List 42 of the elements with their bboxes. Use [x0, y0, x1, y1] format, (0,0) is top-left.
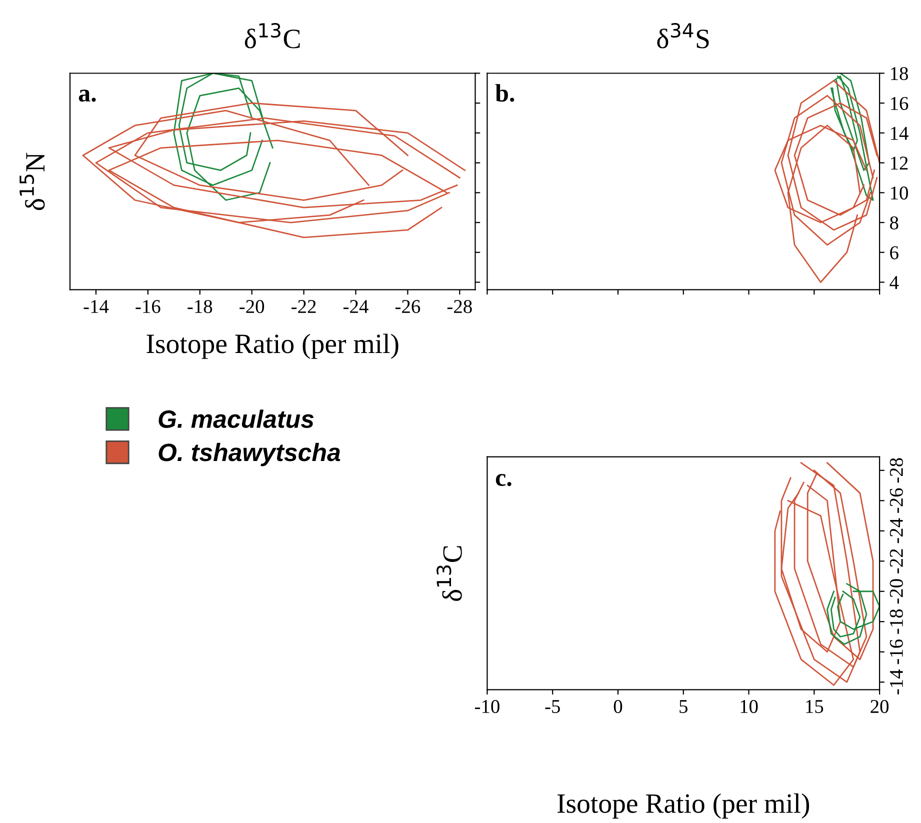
- annotation: a.: [78, 90, 96, 102]
- x-axis-title: Isotope Ratio (per mil): [146, 334, 398, 359]
- y-tick-label: 10: [890, 186, 908, 200]
- y-tick-label: 4: [890, 276, 899, 289]
- y-tick-label: -14: [890, 669, 903, 694]
- x-tick-label: -22: [292, 300, 316, 313]
- x-tick-label: -18: [188, 300, 212, 314]
- x-tick-label: 10: [740, 700, 758, 714]
- chart-title: δ$^{13}$C: [244, 22, 300, 48]
- x-tick-label: -14: [84, 300, 109, 313]
- annotation: c.: [496, 474, 512, 486]
- legend-label: G. maculatus: [158, 410, 314, 428]
- y-tick-label: -16: [890, 639, 903, 664]
- x-tick-label: -28: [447, 300, 472, 314]
- y-tick-label: -28: [890, 458, 903, 483]
- x-tick-label: 20: [870, 700, 889, 714]
- y-tick-label: 14: [890, 126, 908, 140]
- y-axis-title: δ$^{13}$C: [436, 546, 462, 601]
- x-tick-label: -24: [344, 300, 368, 313]
- x-tick-label: -5: [545, 700, 560, 714]
- y-tick-label: -26: [890, 488, 903, 513]
- y-tick-label: 8: [890, 216, 898, 230]
- y-tick-label: -24: [890, 518, 903, 544]
- y-tick-label: -20: [890, 579, 903, 604]
- y-tick-label: 16: [890, 96, 908, 110]
- x-tick-label: 0: [614, 700, 622, 714]
- y-tick-label: -22: [890, 549, 903, 574]
- y-tick-label: 18: [890, 67, 908, 80]
- x-tick-label: -10: [474, 700, 500, 714]
- x-axis-title: Isotope Ratio (per mil): [557, 793, 810, 819]
- x-tick-label: 15: [806, 700, 824, 714]
- x-tick-label: -26: [395, 300, 420, 314]
- x-tick-label: -20: [240, 300, 264, 314]
- chart-title: δ$^{34}$S: [657, 22, 709, 48]
- x-tick-label: -16: [136, 300, 160, 314]
- y-tick-label: -18: [890, 609, 903, 634]
- y-axis-title: δ$^{15}$N: [20, 152, 45, 210]
- annotation: b.: [495, 84, 514, 102]
- legend-label: O. tshawytscha: [158, 442, 340, 466]
- y-tick-label: 6: [890, 246, 898, 260]
- y-tick-label: 12: [890, 156, 908, 170]
- x-tick-label: 5: [680, 700, 688, 714]
